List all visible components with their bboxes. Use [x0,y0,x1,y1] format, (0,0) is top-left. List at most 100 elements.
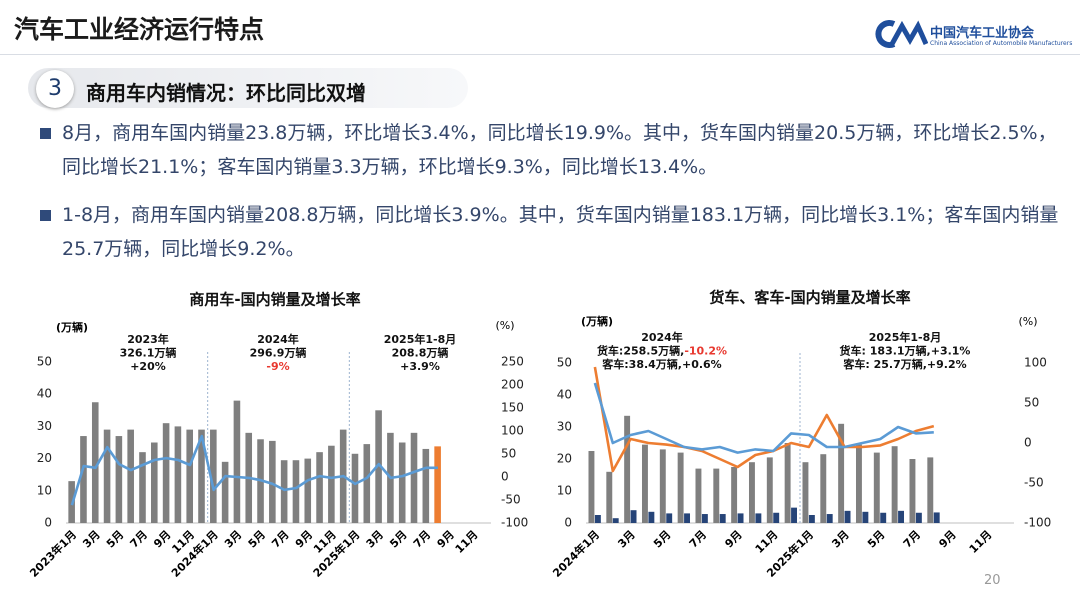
x-tick-label: 9月 [722,528,744,550]
x-tick-label: 11月 [967,528,995,556]
line-series [593,366,935,473]
bar [162,423,170,523]
y2-tick-label: -50 [1024,476,1044,490]
bar [588,451,595,523]
bar [80,436,87,523]
annotation: -9% [266,360,289,373]
bar [328,445,335,523]
x-tick-label: 7月 [411,528,433,550]
bar [410,432,418,523]
bar [398,442,406,523]
bar [641,444,648,523]
y-tick-label: 20 [557,452,572,466]
y-tick-label: 30 [37,419,52,433]
y2-tick-label: 0 [501,470,509,484]
annotation-text: -9% [266,360,289,373]
bar [139,452,146,523]
bar [773,512,780,523]
annotation: 2024年 [257,332,299,346]
y-tick-label: 0 [44,516,52,530]
y2-tick-label: 200 [501,378,524,392]
bar [422,448,430,523]
bar [292,460,300,523]
x-tick-label: 9月 [936,528,958,550]
bar [784,443,791,523]
annotation-text: 2025年1-8月 [869,330,942,344]
annotation: 208.8万辆 [392,346,449,360]
x-tick-label: 11月 [753,528,781,556]
x-tick-label: 5月 [387,528,409,550]
x-tick-label: 7月 [269,528,291,550]
annotation-text: 208.8万辆 [392,346,449,360]
bullet-text: 8月，商用车国内销量23.8万辆，环比增长3.4%，同比增长19.9%。其中，货… [62,122,1057,178]
bar [630,510,637,523]
y2-tick-label: -50 [501,493,521,507]
bar [624,415,631,523]
y-tick-label: 20 [37,451,52,465]
bar [363,444,371,523]
logo-text: 中国汽车工业协会 [930,26,1035,41]
bar [898,510,905,523]
bar [802,462,809,523]
y-tick-label: 40 [557,388,572,402]
annotation-text: -10.2% [684,345,727,358]
annotation: 326.1万辆 [120,346,177,360]
bar [791,507,798,523]
annotation: 2023年 [127,332,169,346]
page-number: 20 [984,573,1001,588]
annotation-text: 326.1万辆 [120,346,177,360]
x-tick-label: 5月 [865,528,887,550]
annotation-text: 2024年 [257,332,299,346]
y-axis-label: (万辆) [56,320,88,334]
bar [186,429,193,523]
bar [873,452,880,523]
y2-tick-label: 250 [501,355,524,369]
bar [648,511,655,523]
bar [174,426,182,523]
annotation-text: 客车: 25.7万辆,+9.2% [842,357,966,371]
y-tick-label: 10 [37,483,52,497]
chart-title: 商用车-国内销量及增长率 [189,291,360,309]
annotation-text: +20% [130,360,166,373]
bar [269,440,276,523]
bar [280,460,288,523]
annotation-text: 296.9万辆 [250,346,307,360]
bullet-marker [40,128,51,139]
bar [915,512,922,523]
bar [933,512,940,523]
bar [909,459,916,523]
bar [115,436,123,523]
x-tick-label: 3月 [615,528,637,550]
x-tick-label: 2023年1月 [27,527,80,580]
annotation-text: 2025年1-8月 [384,332,457,346]
line-series [593,382,934,454]
y2-tick-label: 50 [501,447,516,461]
annotation: 2024年 [641,330,683,344]
x-tick-label: 3月 [222,528,244,550]
x-tick-label: 3月 [829,528,851,550]
bar [677,452,684,523]
annotation: 客车:38.4万辆,+0.6% [601,357,721,371]
bar [434,446,441,523]
annotation: 296.9万辆 [250,346,307,360]
header-rule [0,54,1080,55]
bar [659,449,666,523]
bar [375,410,382,523]
y2-tick-label: 100 [501,424,524,438]
section-title: 商用车内销情况：环比同比双增 [86,81,366,105]
section-pill [28,68,468,108]
x-tick-label: 5月 [246,528,268,550]
logo-mark [875,20,928,48]
y2-tick-label: -100 [501,516,528,530]
annotation-text: 2023年 [127,332,169,346]
bar [103,429,111,523]
bar [684,513,691,523]
bar [880,512,887,523]
slide-title: 汽车工业经济运行特点 [14,15,265,44]
y-tick-label: 40 [37,387,52,401]
bar [855,444,862,523]
y2-axis-label: (%) [495,319,514,332]
bar [731,467,738,523]
y2-tick-label: 0 [1024,436,1032,450]
